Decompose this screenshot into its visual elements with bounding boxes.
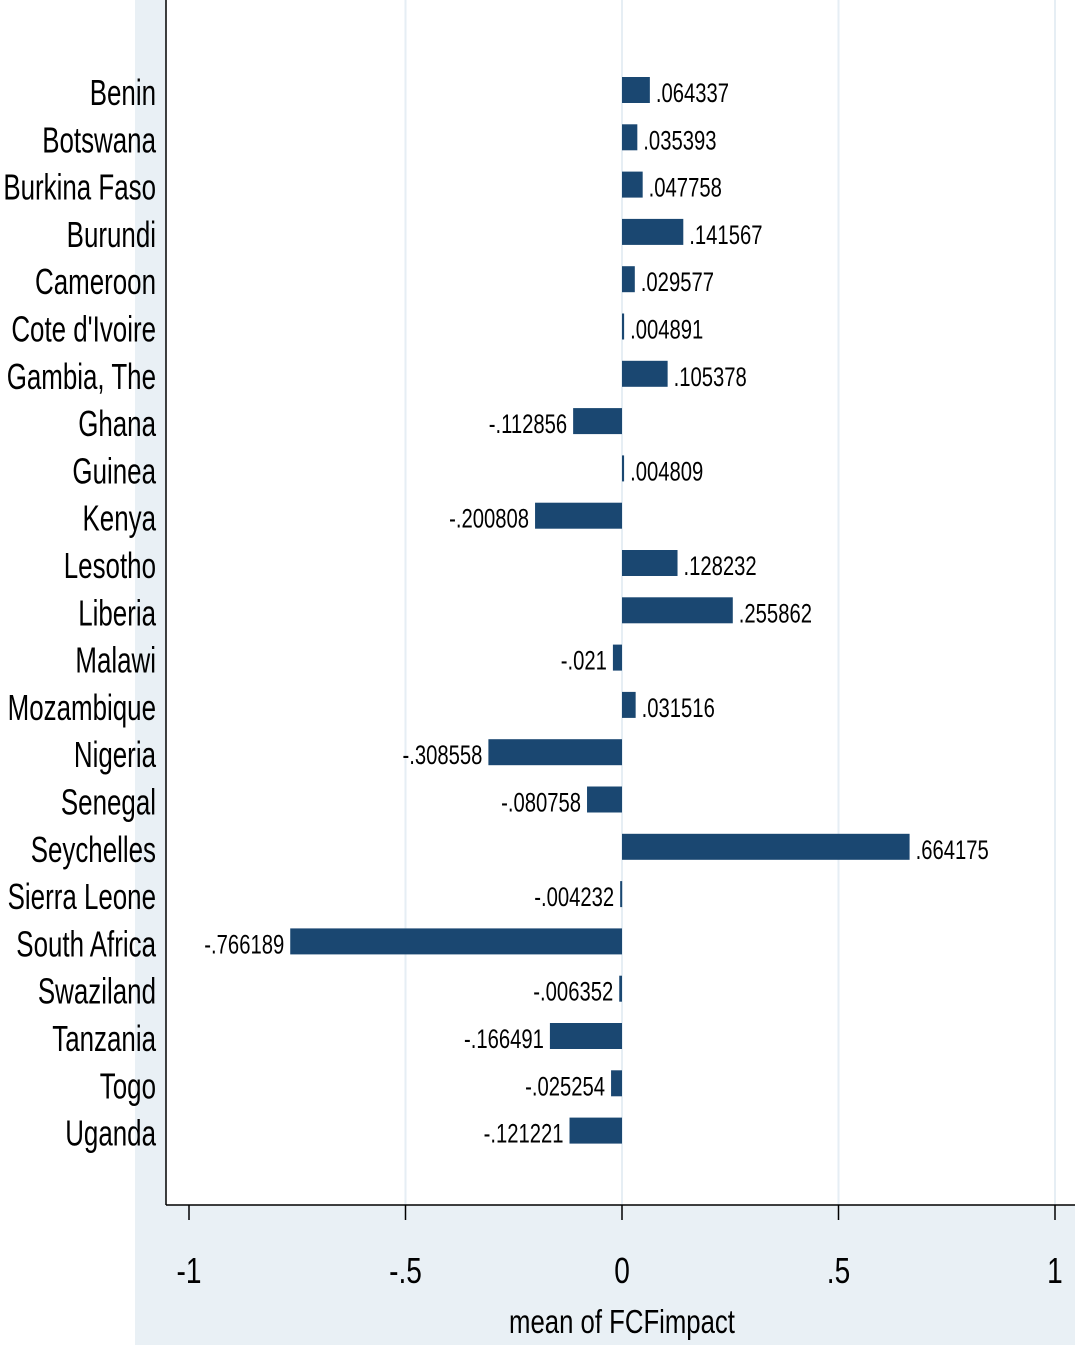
bar [622, 77, 650, 103]
bar [622, 455, 625, 482]
category-label: Guinea [72, 451, 156, 491]
category-label: Liberia [78, 593, 156, 633]
category-label: Nigeria [74, 735, 157, 775]
x-tick-label: 1 [1047, 1251, 1063, 1291]
category-label: Seychelles [31, 830, 156, 870]
category-label: Botswana [42, 120, 156, 160]
category-label: Malawi [75, 640, 156, 680]
category-label: Burundi [67, 215, 156, 255]
value-labels: .064337 .035393 .047758 .141567 .029577 .0048… [204, 78, 988, 1149]
category-labels: Benin Botswana Burkina Faso Burundi Cameroon… [3, 73, 156, 1154]
category-label: Swaziland [38, 972, 156, 1012]
value-label: .128232 [684, 551, 757, 582]
category-label: Uganda [65, 1113, 156, 1153]
value-label: .047758 [649, 173, 722, 204]
bar [488, 739, 622, 766]
category-label: South Africa [16, 924, 156, 964]
value-label: -.025254 [525, 1072, 605, 1103]
category-label: Gambia, The [7, 357, 156, 397]
bar [619, 975, 622, 1002]
value-label: .004809 [630, 457, 703, 488]
category-label: Kenya [83, 499, 157, 539]
x-tick-label: 0 [614, 1251, 630, 1291]
value-label: .004891 [630, 315, 703, 346]
bars [290, 77, 910, 1144]
bar [622, 218, 684, 245]
bar [622, 266, 635, 293]
plot-area [166, 0, 1075, 1205]
value-label: -.166491 [464, 1024, 544, 1055]
bar [569, 1117, 622, 1144]
grid-lines [404, 0, 1056, 1205]
value-label: -.006352 [533, 977, 613, 1008]
label-background [0, 0, 135, 1345]
x-tick-label: -.5 [389, 1251, 422, 1291]
value-label: .029577 [641, 267, 714, 298]
value-label: -.308558 [402, 740, 482, 771]
value-label: .141567 [689, 220, 762, 251]
value-label: -.080758 [501, 788, 581, 819]
category-label: Mozambique [8, 688, 156, 728]
value-label: .664175 [916, 835, 989, 866]
category-label: Cote d'Ivoire [11, 309, 156, 349]
category-label: Benin [90, 73, 156, 113]
category-label: Burkina Faso [3, 167, 156, 207]
value-label: .031516 [642, 693, 715, 724]
category-label: Senegal [61, 782, 156, 822]
value-label: -.200808 [449, 504, 529, 535]
bar [290, 928, 622, 955]
category-label: Ghana [78, 404, 156, 444]
bar [622, 313, 625, 340]
value-label: .255862 [739, 599, 812, 630]
bar [622, 550, 678, 576]
value-label: .064337 [656, 78, 729, 109]
category-label: Togo [100, 1066, 156, 1106]
bar [622, 691, 636, 718]
bar [622, 597, 733, 624]
bar [573, 408, 622, 435]
category-label: Sierra Leone [8, 877, 156, 917]
bar [622, 171, 643, 198]
x-tick-label: -1 [177, 1251, 202, 1291]
value-label: -.021 [561, 646, 607, 677]
category-label: Lesotho [64, 546, 156, 586]
value-label: .035393 [643, 126, 716, 157]
bar [620, 881, 623, 908]
x-tick-label: .5 [827, 1251, 850, 1291]
x-axis-ticks: -1 -.5 0 .5 1 [177, 1205, 1063, 1291]
value-label: -.121221 [484, 1119, 564, 1150]
bar [587, 786, 622, 813]
bar [535, 502, 622, 529]
value-label: -.112856 [489, 409, 567, 440]
bar [622, 124, 638, 151]
value-label: .105378 [674, 362, 747, 393]
bar [622, 833, 910, 860]
bar [622, 360, 668, 387]
category-label: Tanzania [52, 1019, 156, 1059]
value-label: -.004232 [534, 882, 614, 913]
bar [549, 1023, 622, 1049]
x-axis-title: mean of FCFimpact [509, 1304, 735, 1341]
value-label: -.766189 [204, 930, 284, 961]
category-label: Cameroon [35, 262, 156, 302]
bar [612, 644, 622, 671]
bar [611, 1070, 622, 1097]
